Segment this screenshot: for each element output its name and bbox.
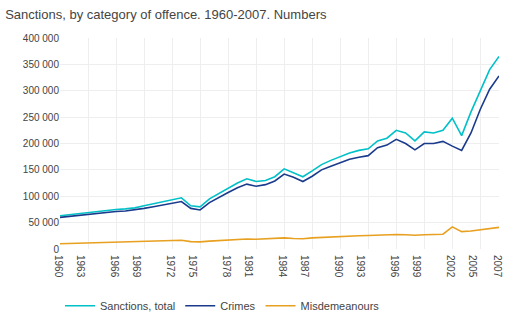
svg-text:1972: 1972	[165, 255, 176, 278]
svg-text:1975: 1975	[187, 255, 198, 278]
svg-text:150 000: 150 000	[23, 164, 60, 175]
svg-text:0: 0	[53, 244, 59, 255]
svg-text:350 000: 350 000	[23, 59, 60, 70]
svg-text:1996: 1996	[389, 255, 400, 278]
svg-text:1999: 1999	[411, 255, 422, 278]
svg-text:2002: 2002	[445, 255, 456, 278]
svg-text:50 000: 50 000	[28, 217, 59, 228]
svg-text:Crimes: Crimes	[220, 300, 255, 312]
svg-text:2007: 2007	[492, 255, 503, 278]
svg-text:250 000: 250 000	[23, 112, 60, 123]
svg-text:1963: 1963	[75, 255, 86, 278]
svg-text:100 000: 100 000	[23, 191, 60, 202]
svg-text:Sanctions, total: Sanctions, total	[100, 300, 175, 312]
svg-text:1990: 1990	[333, 255, 344, 278]
svg-text:1987: 1987	[299, 255, 310, 278]
svg-text:1969: 1969	[131, 255, 142, 278]
svg-text:2005: 2005	[467, 255, 478, 278]
svg-text:300 000: 300 000	[23, 85, 60, 96]
svg-text:1966: 1966	[109, 255, 120, 278]
svg-text:1978: 1978	[221, 255, 232, 278]
svg-text:Sanctions, by category of offe: Sanctions, by category of offence. 1960-…	[5, 7, 327, 22]
svg-text:1981: 1981	[243, 255, 254, 278]
svg-text:400 000: 400 000	[23, 33, 60, 44]
svg-text:Misdemeanours: Misdemeanours	[301, 300, 380, 312]
svg-text:200 000: 200 000	[23, 138, 60, 149]
svg-text:1960: 1960	[53, 255, 64, 278]
svg-text:1984: 1984	[277, 255, 288, 278]
svg-text:1993: 1993	[355, 255, 366, 278]
